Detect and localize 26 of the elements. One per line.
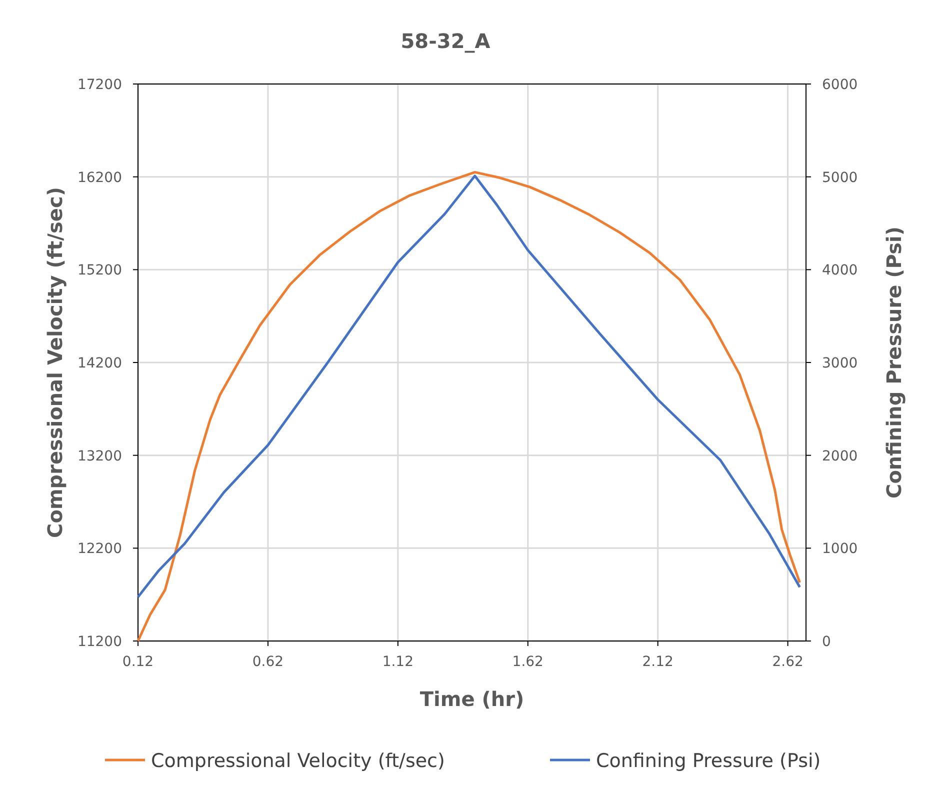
y2-tick-label: 1000 bbox=[822, 541, 858, 558]
y-axis-title: Compressional Velocity (ft/sec) bbox=[43, 187, 67, 538]
x-tick-label: 0.12 bbox=[122, 654, 154, 670]
y2-tick-label: 6000 bbox=[822, 77, 858, 93]
x-axis-title: Time (hr) bbox=[420, 687, 524, 711]
y2-axis-title: Confining Pressure (Psi) bbox=[882, 226, 906, 498]
x-tick-label: 2.62 bbox=[772, 654, 804, 670]
x-tick-label: 1.62 bbox=[512, 654, 544, 670]
y2-tick-label: 5000 bbox=[822, 170, 858, 186]
chart-title: 58-32_A bbox=[400, 29, 491, 53]
legend-label: Compressional Velocity (ft/sec) bbox=[151, 750, 445, 772]
y2-tick-label: 0 bbox=[822, 634, 831, 650]
y-tick-label: 17200 bbox=[77, 77, 122, 93]
y-tick-label: 11200 bbox=[77, 634, 122, 650]
y-tick-label: 14200 bbox=[77, 356, 122, 372]
y-tick-label: 15200 bbox=[77, 262, 122, 279]
y-tick-label: 13200 bbox=[77, 448, 122, 464]
legend-label: Confining Pressure (Psi) bbox=[596, 750, 821, 772]
y2-tick-label: 2000 bbox=[822, 448, 858, 464]
x-tick-label: 1.12 bbox=[382, 654, 414, 670]
y2-tick-label: 3000 bbox=[822, 356, 858, 372]
y-tick-label: 16200 bbox=[77, 170, 122, 186]
y2-tick-label: 4000 bbox=[822, 262, 858, 279]
x-tick-label: 0.62 bbox=[252, 654, 284, 670]
x-tick-label: 2.12 bbox=[642, 654, 674, 670]
y-tick-label: 12200 bbox=[77, 541, 122, 558]
